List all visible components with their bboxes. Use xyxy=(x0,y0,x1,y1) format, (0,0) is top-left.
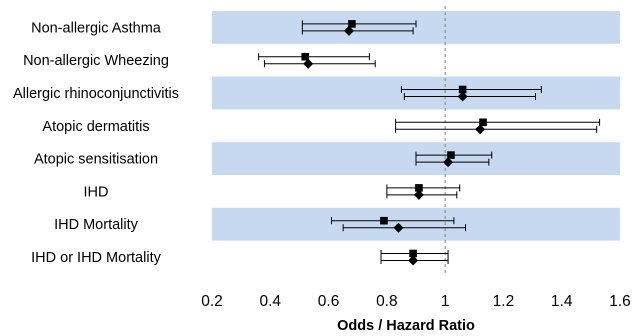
square-marker xyxy=(479,118,487,127)
square-marker xyxy=(380,216,388,225)
row-label: Non-allergic Asthma xyxy=(31,20,162,36)
diamond-marker xyxy=(343,25,354,36)
forest-row xyxy=(380,249,449,266)
x-tick-label: 0.4 xyxy=(260,293,282,310)
square-marker xyxy=(348,20,356,28)
square-marker xyxy=(301,52,310,61)
x-tick-label: 0.6 xyxy=(318,293,340,310)
diamond-marker xyxy=(443,157,454,168)
forest-row xyxy=(400,85,542,102)
forest-row xyxy=(395,118,601,135)
forest-row xyxy=(386,184,461,200)
forest-row xyxy=(330,216,467,233)
forest-row xyxy=(301,20,417,36)
forest-row xyxy=(415,151,493,168)
x-tick-label: 1.4 xyxy=(551,293,573,310)
row-label: Allergic rhinoconjunctivitis xyxy=(13,86,179,102)
x-tick-label: 1.6 xyxy=(609,293,631,310)
x-tick-label: 1.2 xyxy=(493,293,515,310)
row-label: IHD or IHD Mortality xyxy=(31,250,161,266)
row-label: IHD Mortality xyxy=(54,217,139,233)
diamond-marker xyxy=(475,124,486,135)
diamond-marker xyxy=(393,222,404,233)
row-band xyxy=(212,207,620,241)
diamond-marker xyxy=(413,189,424,200)
square-marker xyxy=(409,249,417,258)
row-label: Non-allergic Wheezing xyxy=(23,53,169,69)
data-rows xyxy=(258,20,601,266)
diamond-marker xyxy=(457,91,468,102)
row-bands xyxy=(212,11,620,241)
row-band xyxy=(212,76,620,110)
square-marker xyxy=(447,151,455,159)
row-label: IHD xyxy=(84,184,109,200)
x-tick-label: 0.8 xyxy=(376,293,398,310)
row-labels: Non-allergic Asthma Non-allergic Wheezing… xyxy=(13,20,179,266)
x-axis-title: Odds / Hazard Ratio xyxy=(337,318,475,334)
row-label: Atopic sensitisation xyxy=(34,152,158,168)
square-marker xyxy=(458,85,467,94)
forest-row xyxy=(258,52,376,69)
diamond-marker xyxy=(408,255,419,266)
square-marker xyxy=(415,184,423,192)
x-tick-label: 1 xyxy=(441,293,450,310)
row-label: Atopic dermatitis xyxy=(42,119,149,135)
x-tick-label: 0.2 xyxy=(201,293,223,310)
diamond-marker xyxy=(303,58,314,69)
x-tick-labels: 0.2 0.4 0.6 0.8 1 1.2 1.4 1.6 xyxy=(201,293,631,310)
